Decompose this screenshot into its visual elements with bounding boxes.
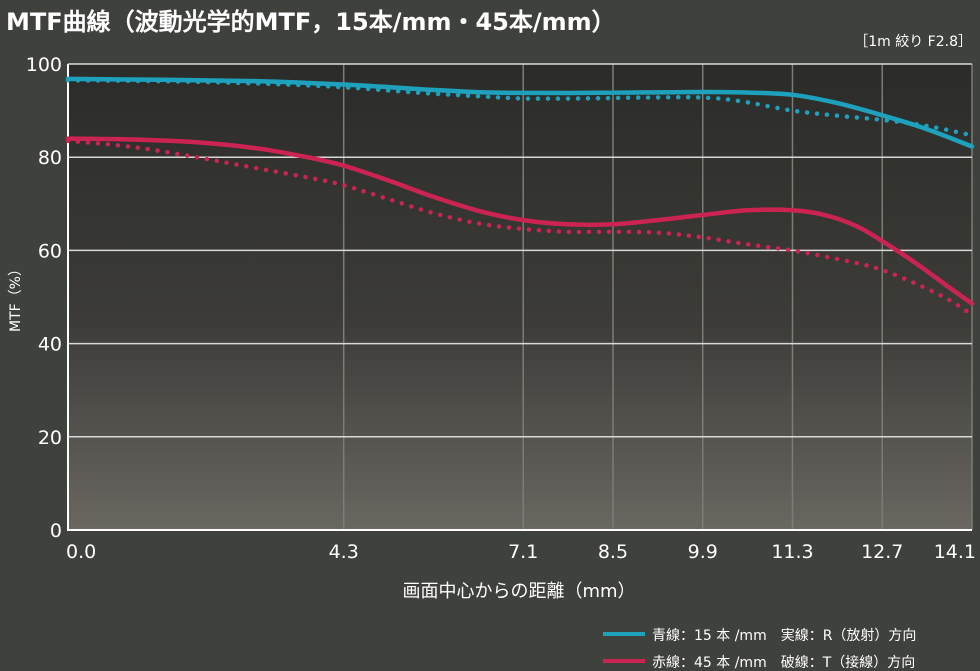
legend: 青線：15 本 /mm 実線：R（放射）方向 赤線：45 本 /mm 破線：T（… <box>603 628 916 671</box>
x-tick-label: 8.5 <box>598 541 628 563</box>
x-tick-label: 7.1 <box>508 541 538 563</box>
measurement-condition: ［1m 絞り F2.8］ <box>854 34 972 50</box>
y-tick-label: 0 <box>50 520 62 542</box>
y-tick-labels: 0 20 40 60 80 100 <box>26 54 62 542</box>
y-tick-label: 80 <box>38 147 62 169</box>
chart-title: MTF曲線（波動光学的MTF，15本/mm・45本/mm） <box>6 8 616 36</box>
x-tick-labels: 0.0 4.3 7.1 8.5 9.9 11.3 12.7 14.1 <box>66 541 976 563</box>
y-axis-label: MTF（%） <box>8 262 24 332</box>
series-line-red-solid <box>65 136 975 306</box>
series-line-red-dotted <box>65 138 975 317</box>
y-tick-label: 60 <box>38 240 62 262</box>
series-line-blue-solid <box>65 76 975 149</box>
x-tick-label: 11.3 <box>771 541 813 563</box>
legend-blue-label: 青線：15 本 /mm 実線：R（放射）方向 <box>652 628 916 644</box>
legend-red-label: 赤線：45 本 /mm 破線：T（接線）方向 <box>652 654 915 671</box>
y-tick-label: 20 <box>38 427 62 449</box>
x-tick-label: 0.0 <box>66 541 96 563</box>
y-tick-label: 40 <box>38 334 62 356</box>
x-tick-label: 14.1 <box>934 541 976 563</box>
x-tick-label: 9.9 <box>688 541 718 563</box>
y-tick-label: 100 <box>26 54 62 76</box>
x-tick-label: 4.3 <box>329 541 359 563</box>
x-axis-label: 画面中心からの距離（mm） <box>402 581 635 602</box>
x-tick-label: 12.7 <box>861 541 903 563</box>
data-series <box>65 76 975 317</box>
plot-area <box>68 64 972 530</box>
gridlines <box>67 63 973 531</box>
